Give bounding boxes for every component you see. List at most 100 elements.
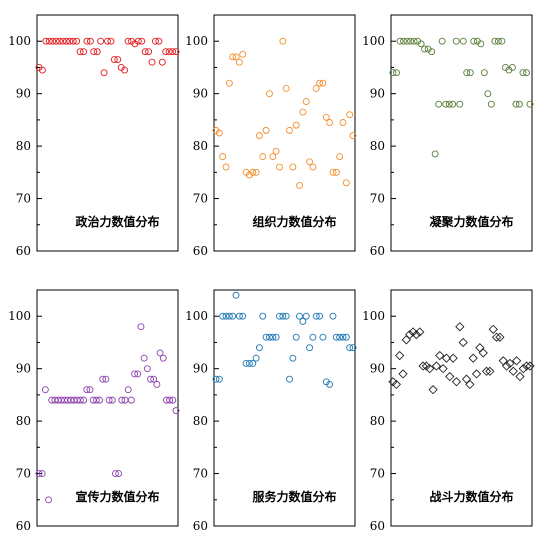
data-point	[99, 375, 107, 383]
y-tick-label: 90	[370, 87, 385, 101]
data-point	[339, 333, 347, 341]
y-tick-label: 80	[193, 139, 208, 153]
data-point	[102, 375, 110, 383]
data-point	[425, 364, 435, 374]
chart-panel-6: 60 70 80 90 100 战斗力数值分布	[362, 289, 535, 533]
data-point	[393, 69, 400, 77]
data-point	[302, 98, 310, 105]
data-point	[73, 37, 81, 45]
data-point	[222, 312, 230, 320]
data-point	[118, 396, 126, 404]
data-point	[124, 37, 132, 45]
data-point	[326, 380, 334, 388]
data-point	[511, 356, 522, 366]
data-point	[389, 69, 397, 77]
y-tick-label: 100	[185, 309, 208, 323]
data-point	[97, 37, 105, 45]
data-point	[465, 379, 475, 390]
y-tick-label: 60	[193, 519, 208, 533]
y-tick-label: 60	[193, 244, 208, 258]
y-tick-label: 90	[370, 362, 385, 376]
data-point	[401, 335, 412, 345]
data-point	[141, 48, 149, 56]
data-point	[438, 37, 446, 45]
data-point	[162, 48, 170, 56]
y-tick-label: 80	[16, 414, 31, 428]
data-point	[269, 333, 277, 341]
data-point	[279, 312, 287, 320]
data-point	[104, 37, 111, 45]
data-point	[76, 48, 84, 56]
data-point	[150, 375, 158, 383]
data-point	[471, 369, 482, 379]
data-point	[158, 58, 166, 66]
data-point	[407, 37, 415, 45]
y-tick-label: 70	[370, 467, 385, 481]
plot-frame	[390, 289, 533, 527]
y-tick-label: 60	[16, 519, 31, 533]
data-point	[282, 84, 290, 92]
data-point	[470, 37, 478, 45]
data-point	[134, 370, 142, 378]
data-point	[239, 312, 247, 320]
data-point	[519, 69, 527, 77]
data-point	[316, 312, 324, 320]
data-point	[312, 84, 320, 92]
data-point	[306, 344, 314, 352]
data-point	[491, 37, 499, 45]
data-point	[86, 37, 94, 45]
data-point	[332, 333, 340, 341]
data-point	[498, 37, 506, 45]
data-point	[484, 90, 492, 98]
data-point	[114, 56, 122, 64]
data-point	[417, 40, 425, 48]
data-point	[452, 37, 460, 45]
data-point	[312, 312, 320, 320]
data-point	[505, 358, 515, 369]
plot-frame	[36, 14, 179, 252]
data-point	[232, 291, 240, 299]
data-point	[451, 377, 462, 387]
data-point	[80, 48, 87, 56]
data-point	[292, 121, 300, 129]
data-point	[431, 361, 442, 371]
data-point	[466, 69, 474, 77]
data-point	[219, 153, 227, 161]
data-point	[222, 163, 230, 171]
data-point	[286, 126, 293, 134]
data-point	[518, 364, 528, 374]
data-point	[398, 369, 408, 379]
data-point	[276, 312, 283, 320]
data-point	[336, 333, 344, 341]
data-point	[279, 37, 287, 45]
plot-frame	[213, 289, 356, 527]
data-point	[124, 386, 132, 394]
data-point	[83, 386, 91, 394]
data-point	[49, 37, 57, 45]
data-point	[145, 48, 153, 56]
data-point	[86, 386, 94, 394]
data-point	[445, 100, 453, 108]
data-point	[523, 69, 530, 77]
data-point	[155, 37, 163, 45]
data-point	[342, 179, 350, 187]
data-point	[339, 119, 347, 126]
data-point	[299, 108, 307, 116]
data-point	[391, 379, 401, 390]
y-tick-label: 70	[193, 192, 208, 206]
data-point	[110, 56, 118, 64]
data-point	[299, 318, 307, 325]
data-point	[272, 333, 280, 341]
y-tick-label: 60	[370, 519, 385, 533]
data-point	[481, 366, 492, 376]
data-point	[45, 37, 53, 45]
data-point	[468, 353, 478, 363]
y-tick-label: 90	[16, 87, 31, 101]
data-point	[245, 359, 253, 367]
data-point	[289, 354, 297, 362]
data-point	[438, 364, 448, 374]
data-point	[249, 359, 257, 367]
data-point	[38, 66, 46, 74]
data-point	[316, 79, 324, 87]
data-point	[215, 375, 223, 383]
